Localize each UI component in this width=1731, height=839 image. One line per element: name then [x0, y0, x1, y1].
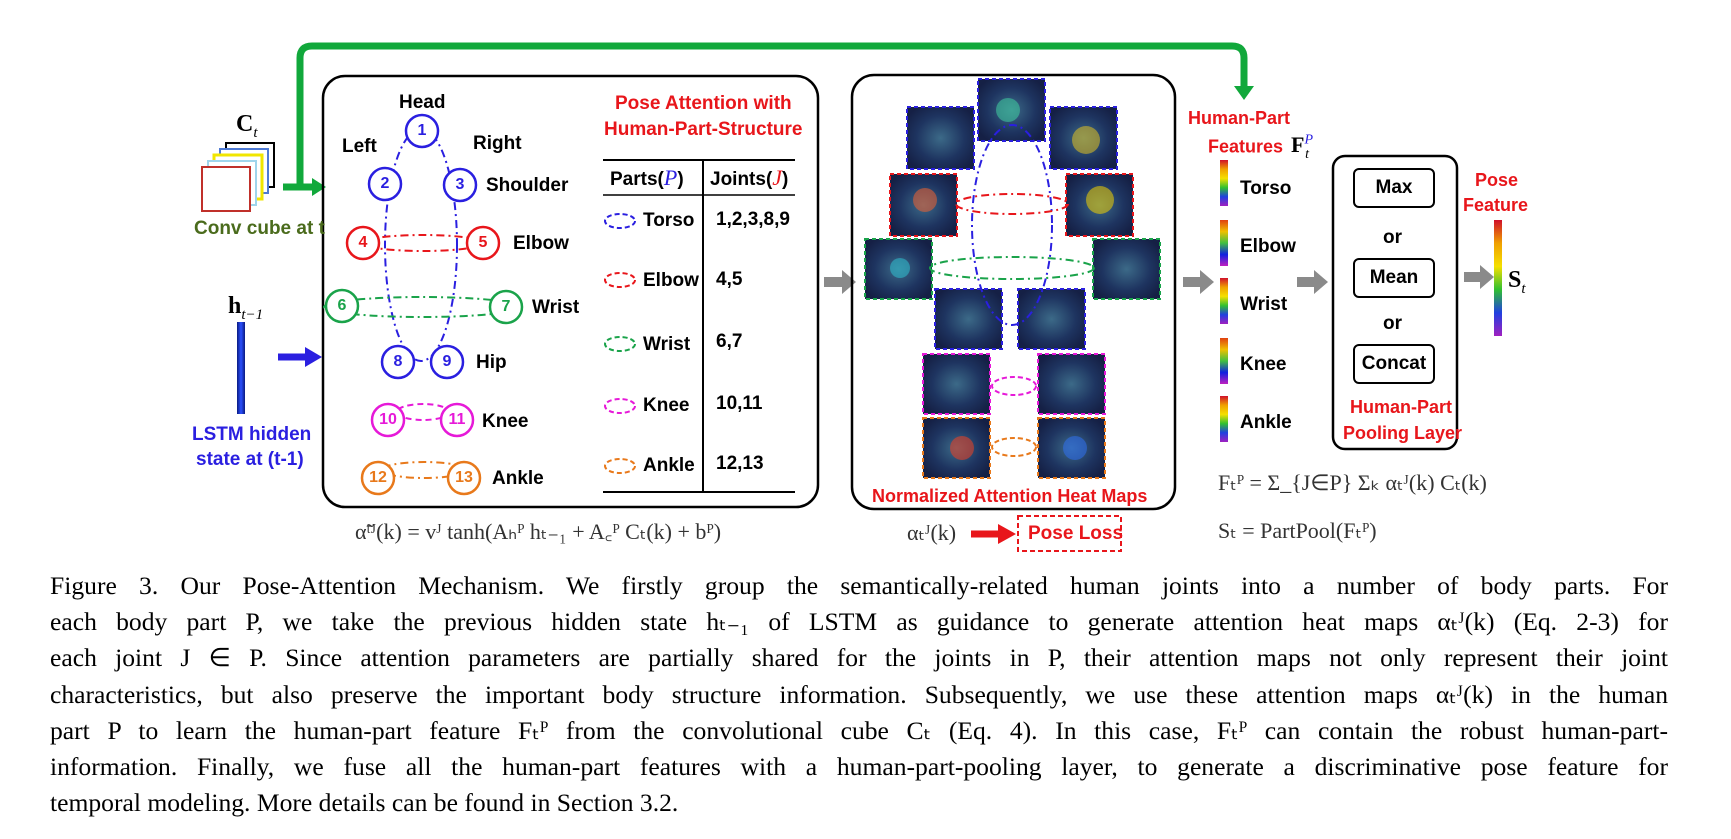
- heat-spots: [890, 98, 1114, 460]
- joint-13: 13: [455, 469, 473, 486]
- figure-caption: Figure 3. Our Pose-Attention Mechanism. …: [50, 568, 1668, 821]
- table-row-part: Wrist: [643, 334, 691, 355]
- table-row-joints: 10,11: [716, 393, 763, 414]
- pose-feature-label-2: Feature: [1463, 195, 1529, 215]
- col-header-joints: Joints(J): [710, 165, 789, 190]
- joint-8: 8: [393, 353, 403, 370]
- table-row-joints: 4,5: [716, 269, 743, 290]
- hip-label: Hip: [476, 352, 507, 373]
- joint-9: 9: [442, 353, 452, 370]
- alpha-symbol: αₜᴶ(k): [907, 520, 957, 545]
- conv-cube-label: Conv cube at t: [194, 218, 325, 239]
- joint-5: 5: [478, 234, 488, 251]
- joint-1: 1: [417, 122, 427, 139]
- joint-10: 10: [379, 411, 397, 428]
- pool-concat: Concat: [1353, 344, 1435, 384]
- pool-formula: Sₜ = PartPool(Fₜᴾ): [1218, 518, 1377, 543]
- table-row-part: Ankle: [643, 455, 695, 476]
- table-row-joints: 1,2,3,8,9: [716, 209, 790, 230]
- table-title-2: Human-Part-Structure: [604, 119, 803, 140]
- feature-formula: Fₜᴾ = Σ_{J∈P} Σₖ αₜᴶ(k) Cₜ(k): [1218, 470, 1487, 495]
- caption-line: information. Finally, we fuse all the hu…: [50, 752, 1668, 782]
- caption-line: Figure 3. Our Pose-Attention Mechanism. …: [50, 571, 1668, 600]
- attention-formula: α̃ᵗᴶ(k) = vᴶ tanh(Aₕᴾ hₜ₋₁ + A꜀ᴾ Cₜ(k) +…: [355, 519, 722, 544]
- knee-label: Knee: [482, 411, 529, 432]
- pooling-label-1: Human-Part: [1350, 397, 1453, 417]
- lstm-hidden-bar: [237, 322, 245, 414]
- heatmap-label: Normalized Attention Heat Maps: [872, 486, 1148, 506]
- pose-loss-label: Pose Loss: [1028, 523, 1124, 544]
- or-label: or: [1383, 313, 1402, 334]
- joint-circles: [324, 113, 524, 496]
- part-feature-bars: [1220, 160, 1228, 442]
- pooling-label-2: Pooling Layer: [1343, 423, 1463, 443]
- caption-line: temporal modeling. More details can be f…: [50, 788, 679, 818]
- table-title-1: Pose Attention with: [615, 93, 792, 114]
- pose-loss-arrow: [971, 524, 1016, 544]
- pose-feature-bar: [1494, 220, 1502, 336]
- hidden-state-label-2: state at (t-1): [196, 449, 304, 470]
- heatmap-connections: [929, 124, 1095, 457]
- col-header-parts: Parts(P): [610, 165, 684, 190]
- pose-loss-box: [1017, 515, 1122, 552]
- wrist-label: Wrist: [532, 297, 580, 318]
- head-label: Head: [399, 92, 446, 113]
- pooling-panel: [1331, 154, 1459, 451]
- pose-feature-symbol: St: [1508, 267, 1526, 297]
- feature-item: Torso: [1240, 178, 1292, 199]
- table-row-joints: 12,13: [716, 453, 764, 474]
- feature-item: Elbow: [1240, 236, 1296, 257]
- caption-line: each joint J ∈ P. Since attention parame…: [50, 643, 1668, 673]
- right-label: Right: [473, 133, 522, 154]
- hidden-state-label-1: LSTM hidden: [192, 424, 312, 445]
- joint-6: 6: [337, 297, 347, 314]
- conv-cube-symbol: Ct: [236, 111, 258, 141]
- joint-12: 12: [369, 469, 387, 486]
- feature-item: Wrist: [1240, 294, 1288, 315]
- pose-feature-label-1: Pose: [1475, 170, 1519, 190]
- heatmap-panel: [850, 73, 1177, 511]
- table-row-part: Torso: [643, 210, 695, 231]
- features-symbol: FPt: [1291, 132, 1314, 162]
- pool-max: Max: [1353, 168, 1435, 208]
- heatmap-thumbnails: [864, 78, 1161, 479]
- caption-line: each body part P, we take the previous h…: [50, 607, 1668, 637]
- joint-4: 4: [358, 234, 368, 251]
- features-title-2: Features FPt: [1208, 132, 1314, 162]
- joint-7: 7: [501, 298, 511, 315]
- joint-11: 11: [448, 411, 466, 428]
- features-title-1: Human-Part: [1188, 108, 1291, 128]
- or-label: or: [1383, 227, 1402, 248]
- ankle-label: Ankle: [492, 468, 544, 489]
- elbow-label: Elbow: [513, 233, 569, 254]
- left-label: Left: [342, 136, 377, 157]
- table-row-part: Elbow: [643, 270, 699, 291]
- pose-attention-panel: [321, 74, 820, 509]
- hidden-arrow: [278, 347, 322, 367]
- flow-arrows: [824, 265, 1494, 294]
- diagram-canvas: [201, 42, 1502, 552]
- skip-connection-arrow: [283, 42, 1254, 196]
- table-row-part: Knee: [643, 395, 690, 416]
- table-row-joints: 6,7: [716, 331, 743, 352]
- shoulder-label: Shoulder: [486, 175, 569, 196]
- parts-table-lines: [603, 159, 795, 493]
- caption-line: part P to learn the human-part feature F…: [50, 715, 1668, 745]
- joint-3: 3: [455, 176, 465, 193]
- conv-cube-icon: [201, 142, 275, 212]
- table-legend-icons: [604, 213, 636, 474]
- feature-item: Knee: [1240, 354, 1287, 375]
- hidden-state-symbol: ht−1: [228, 293, 264, 323]
- feature-item: Ankle: [1240, 412, 1292, 433]
- joint-2: 2: [380, 175, 390, 192]
- caption-line: characteristics, but also preserve the i…: [50, 679, 1668, 709]
- pool-mean: Mean: [1353, 258, 1435, 298]
